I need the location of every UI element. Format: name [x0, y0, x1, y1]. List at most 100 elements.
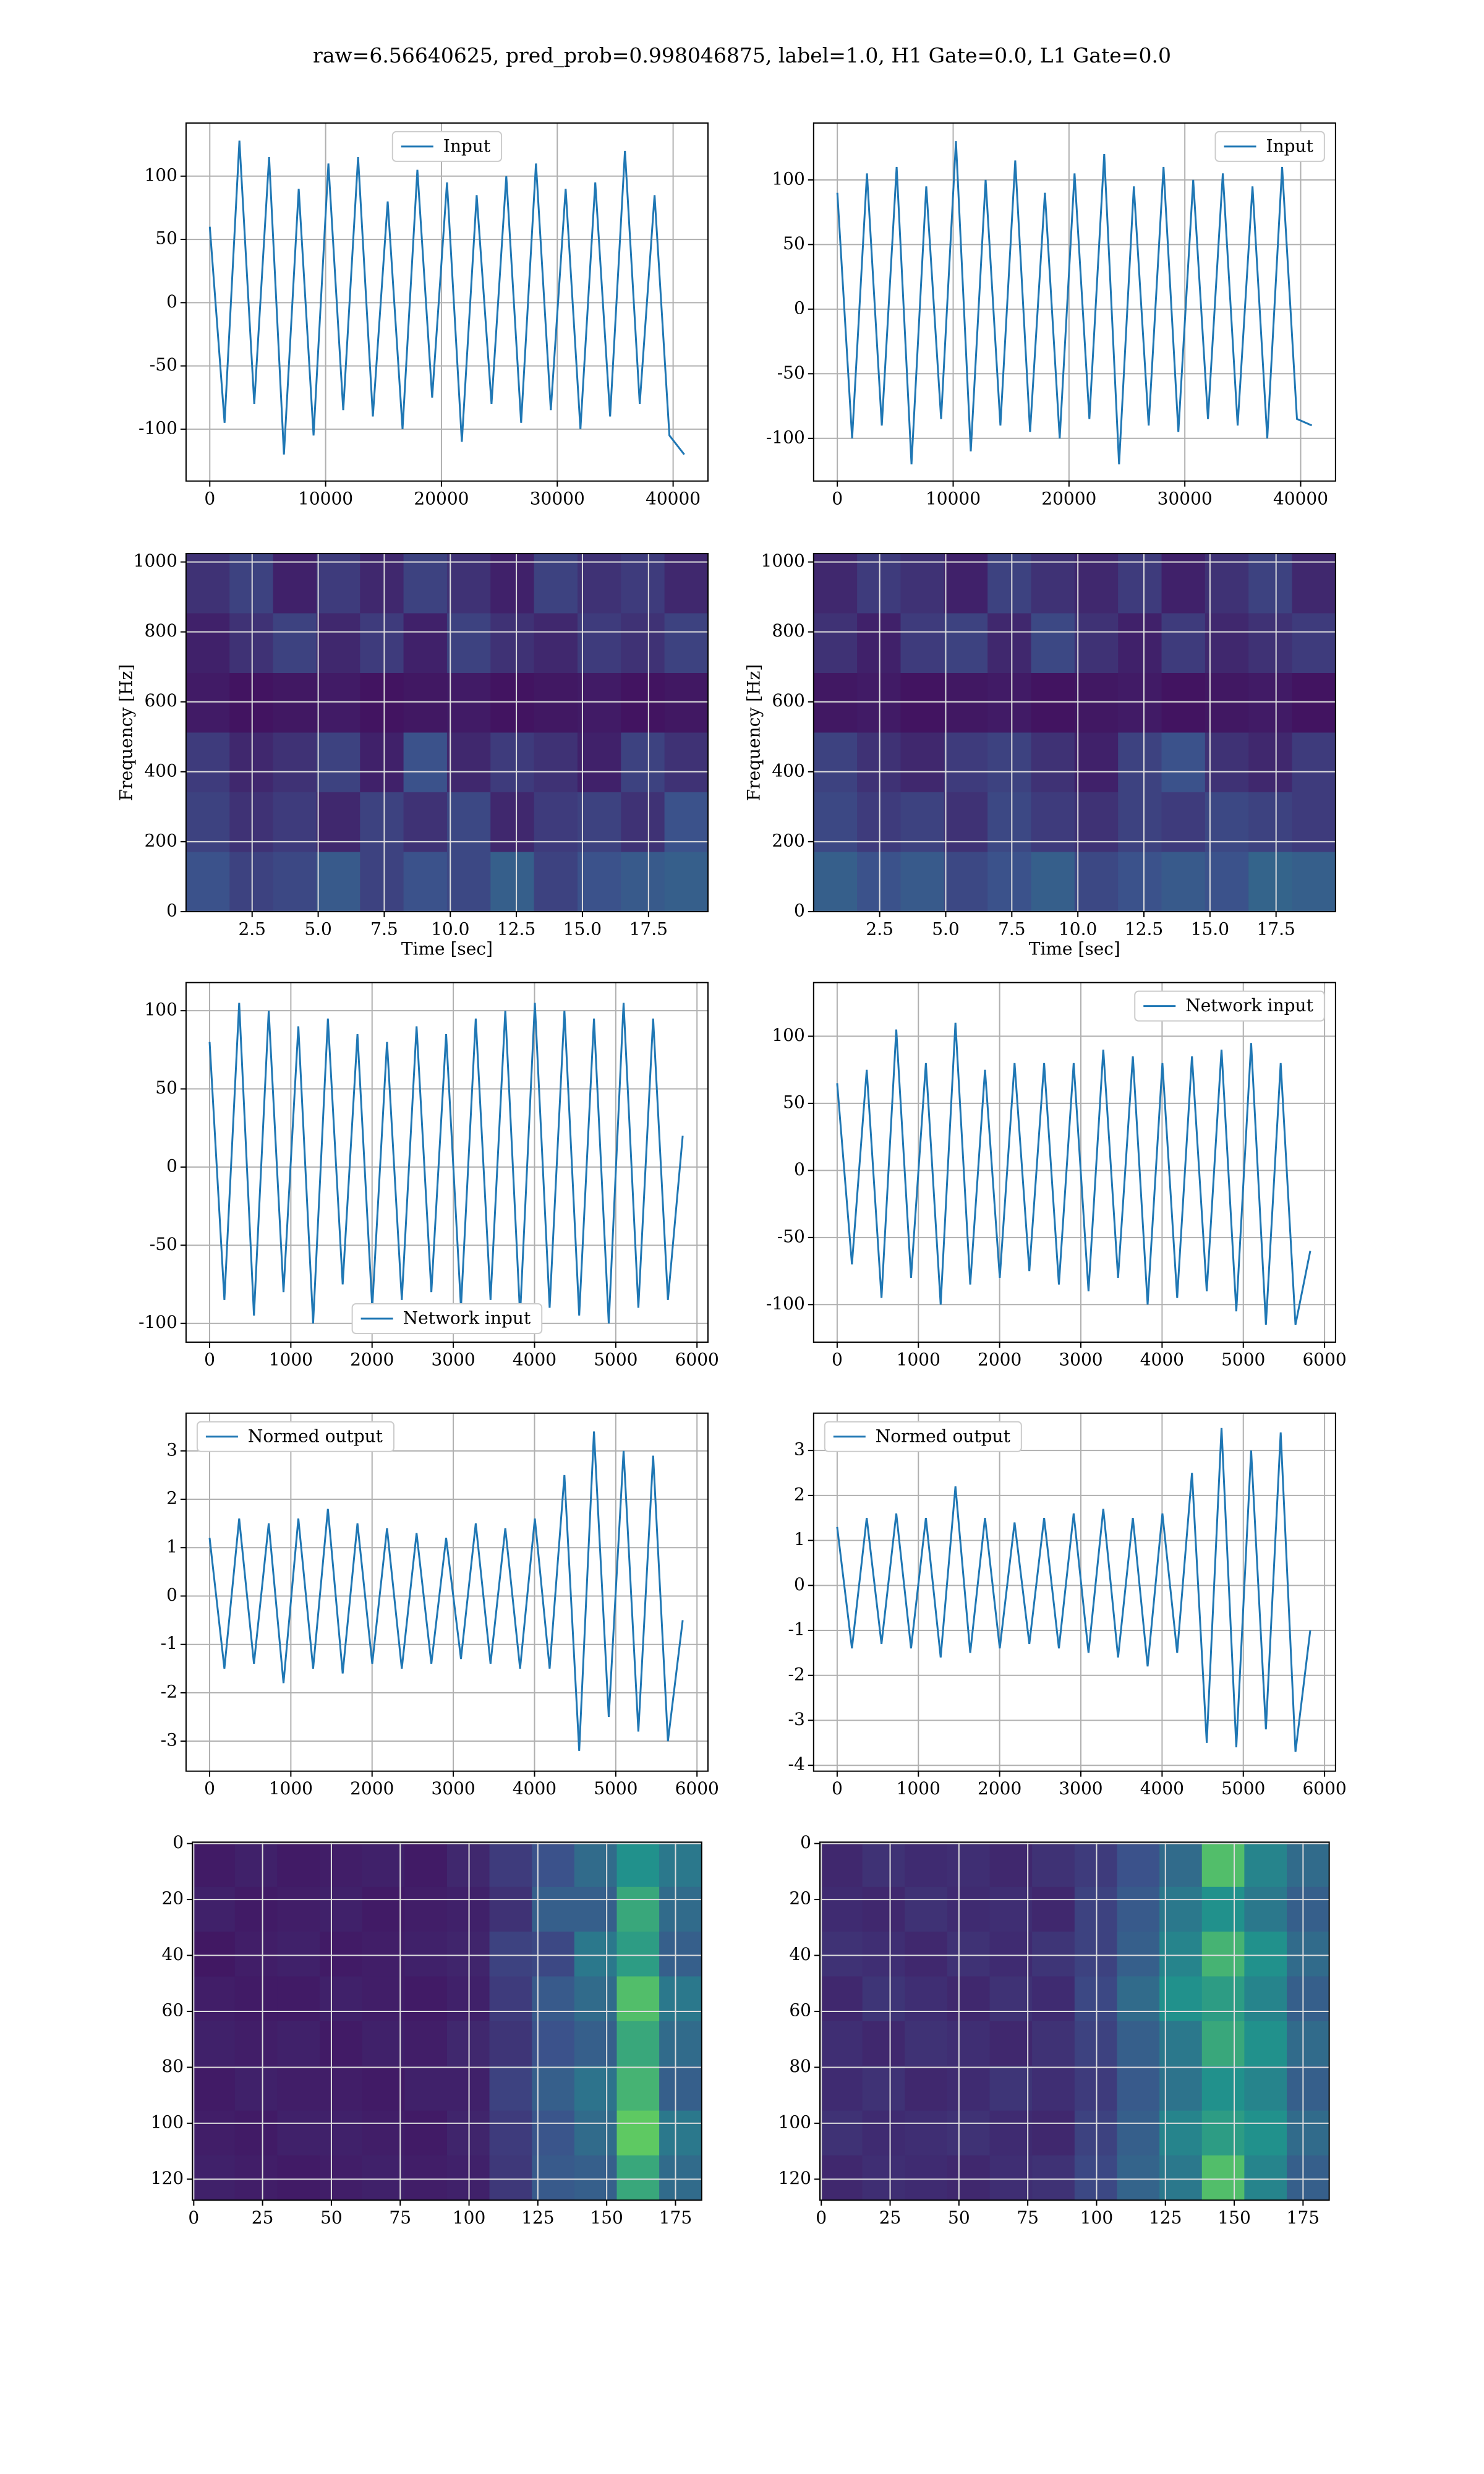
axes-frame	[185, 982, 709, 1343]
line-series	[836, 1427, 1311, 1752]
x-tick-label: 6000	[675, 1350, 719, 1370]
heatmap-cell	[489, 1932, 532, 1977]
y-tick-label: -50	[777, 1226, 805, 1246]
heatmap-cell	[862, 2155, 905, 2201]
heatmap-cell	[446, 792, 491, 852]
heatmap-cell	[1117, 1842, 1160, 1888]
heatmap-cell	[1292, 554, 1336, 614]
heatmap-cell	[1201, 1932, 1245, 1977]
y-tick-label: -4	[788, 1754, 805, 1774]
x-tick-label: 4000	[513, 1350, 556, 1370]
x-tick-label: 3000	[1059, 1350, 1102, 1370]
heatmap-cell	[987, 554, 1031, 614]
heatmap-cell	[192, 1932, 236, 1977]
y-tick-label: -100	[766, 1293, 805, 1314]
x-tick-label: 20000	[1041, 488, 1096, 508]
heatmap-cell	[900, 673, 945, 733]
y-tick-label: 100	[772, 168, 804, 189]
y-tick-label: 3	[794, 1439, 805, 1460]
heatmap-cell	[664, 732, 709, 793]
heatmap-cell	[316, 792, 360, 852]
heatmap-cell	[1248, 732, 1293, 793]
heatmap-cell	[489, 2155, 532, 2201]
heatmap-cell	[1031, 792, 1075, 852]
y-tick-label: 2	[794, 1484, 805, 1504]
heatmap-cell	[273, 792, 317, 852]
heatmap-cell	[659, 1842, 702, 1888]
heatmap-cell	[446, 2066, 490, 2112]
y-axis-label: Frequency [Hz]	[743, 664, 764, 801]
heatmap-cell	[1248, 554, 1293, 614]
x-tick-label: 5.0	[932, 918, 960, 939]
heatmap-cell	[813, 852, 858, 912]
axes-frame	[192, 1841, 702, 2201]
heatmap-cell	[1159, 1932, 1203, 1977]
heatmap-cell	[446, 1932, 490, 1977]
heatmap-cell	[532, 1842, 575, 1888]
heatmap-cell	[229, 673, 274, 733]
heatmap-cell	[277, 2021, 320, 2066]
heatmap-cell	[987, 792, 1031, 852]
y-tick-label: -100	[139, 417, 177, 438]
x-tick-label: 10.0	[431, 918, 469, 939]
y-tick-label: 20	[161, 1888, 184, 1909]
heatmap-cell	[577, 554, 621, 614]
heatmap-cell	[404, 1932, 448, 1977]
heatmap-cell	[192, 2155, 236, 2201]
heatmap-cell	[273, 852, 317, 912]
heatmap-cell	[532, 2155, 575, 2201]
x-tick-label: 1000	[897, 1778, 940, 1799]
heatmap-cell	[229, 554, 274, 614]
y-tick-label: 100	[151, 2112, 184, 2132]
heatmap-cell	[532, 2066, 575, 2112]
heatmap-cell	[1205, 792, 1249, 852]
heatmap-cell	[446, 673, 491, 733]
x-tick-label: 175	[1287, 2207, 1320, 2228]
heatmap-cell	[234, 2066, 278, 2112]
heatmap-cell	[1159, 2110, 1203, 2156]
y-tick-label: 120	[778, 2168, 811, 2188]
heatmap-cell	[277, 1976, 320, 2022]
heatmap-cell	[1287, 2155, 1330, 2201]
heatmap-cell	[446, 852, 491, 912]
heatmap-cell	[900, 613, 945, 674]
x-tick-label: 175	[659, 2207, 692, 2228]
heatmap-cell	[1117, 2155, 1160, 2201]
y-tick-label: -1	[161, 1633, 177, 1653]
x-tick-label: 0	[204, 488, 215, 508]
heatmap-cell	[574, 2155, 617, 2201]
heatmap-cell	[857, 673, 901, 733]
x-axis-label: Time [sec]	[1029, 938, 1120, 959]
heatmap-cell	[362, 1976, 405, 2022]
heatmap-cell	[1201, 2155, 1245, 2201]
legend-box	[1214, 131, 1325, 162]
heatmap-cell	[362, 2110, 405, 2156]
y-tick-label: 40	[161, 1944, 184, 1964]
x-tick-label: 0	[204, 1350, 215, 1370]
heatmap-cell	[574, 2066, 617, 2112]
heatmap-cell	[989, 1932, 1033, 1977]
heatmap-cell	[1201, 2021, 1245, 2066]
heatmap-cell	[490, 852, 535, 912]
heatmap-cell	[192, 1886, 236, 1932]
x-tick-label: 30000	[530, 488, 585, 508]
y-tick-label: 2	[166, 1488, 177, 1509]
heatmap-cell	[1159, 1842, 1203, 1888]
heatmap-cell	[532, 1976, 575, 2022]
x-tick-label: 150	[590, 2207, 623, 2228]
heatmap-cell	[659, 2066, 702, 2112]
heatmap-cell	[490, 732, 535, 793]
x-tick-label: 25	[252, 2207, 274, 2228]
x-tick-label: 12.5	[497, 918, 535, 939]
heatmap-cell	[813, 673, 858, 733]
heatmap-cell	[1118, 852, 1162, 912]
y-tick-label: 100	[144, 999, 177, 1020]
heatmap-cell	[947, 1886, 991, 1932]
heatmap-cell	[862, 1932, 905, 1977]
heatmap-cell	[813, 554, 858, 614]
heatmap-cell	[1201, 1842, 1245, 1888]
heatmap-cell	[534, 613, 578, 674]
heatmap-cell	[1074, 1842, 1117, 1888]
heatmap-cell	[1074, 613, 1119, 674]
